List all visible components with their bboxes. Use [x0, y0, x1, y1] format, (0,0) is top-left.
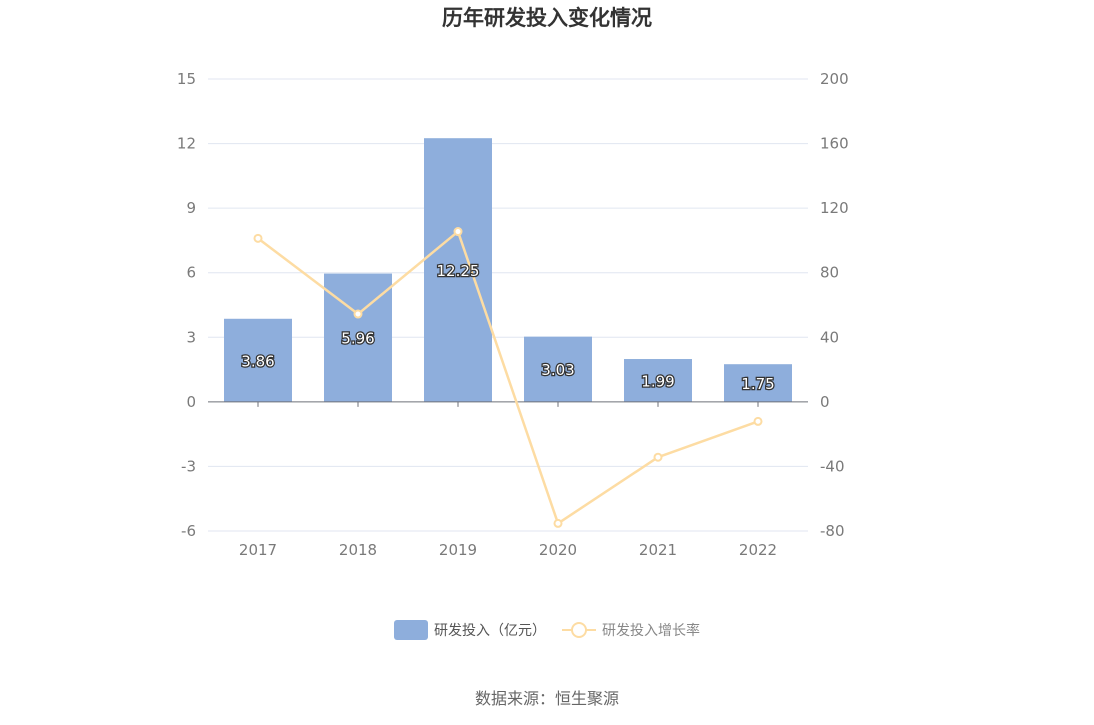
y-left-tick-label: -6 — [181, 522, 196, 540]
y-left-tick-label: 3 — [186, 328, 196, 346]
y-left-tick-label: 15 — [177, 70, 196, 88]
bar-value-label: 1.75 — [741, 375, 774, 393]
y-right-tick-label: -80 — [820, 522, 845, 540]
x-tick-label: 2021 — [639, 541, 677, 559]
y-left-tick-label: -3 — [181, 457, 196, 475]
growth-point-2019 — [453, 227, 463, 237]
bar-2017 — [224, 318, 292, 402]
bar-value-label: 3.03 — [541, 361, 574, 379]
legend-item-bar[interactable]: 研发投入（亿元） — [394, 620, 546, 640]
growth-rate-line — [257, 230, 759, 525]
x-tick-label: 2020 — [539, 541, 577, 559]
legend-bar-label: 研发投入（亿元） — [434, 623, 546, 639]
bar-value-label: 5.96 — [341, 330, 374, 348]
bar-value-label: 12.25 — [437, 262, 480, 280]
chart-title: 历年研发投入变化情况 — [442, 6, 652, 30]
y-left-tick-label: 0 — [186, 393, 196, 411]
legend-line-label: 研发投入增长率 — [602, 623, 700, 639]
legend-line-swatch — [562, 620, 596, 640]
legend-bar-swatch — [394, 620, 428, 640]
y-right-tick-label: 40 — [820, 328, 839, 346]
bar-2020 — [524, 336, 592, 402]
growth-point-2018 — [353, 309, 363, 319]
bar-2019 — [424, 138, 492, 402]
source-text: 数据来源：恒生聚源 — [474, 689, 619, 708]
y-left-tick-label: 12 — [177, 135, 196, 153]
y-right-tick-label: 80 — [820, 264, 839, 282]
x-tick-label: 2018 — [339, 541, 377, 559]
legend-item-line[interactable]: 研发投入增长率 — [562, 620, 700, 640]
bar-value-label: 3.86 — [241, 352, 274, 370]
growth-point-2021 — [653, 452, 663, 462]
growth-point-2017 — [253, 233, 263, 243]
y-right-tick-label: 160 — [820, 135, 849, 153]
y-right-tick-label: 120 — [820, 199, 849, 217]
legend: 研发投入（亿元） 研发投入增长率 — [0, 620, 1094, 640]
y-left-tick-label: 9 — [186, 199, 196, 217]
y-right-tick-label: 200 — [820, 70, 849, 88]
bar-value-label: 1.99 — [641, 372, 674, 390]
growth-point-2020 — [553, 518, 563, 528]
y-right-tick-label: 0 — [820, 393, 830, 411]
bar-2022 — [724, 364, 792, 402]
x-tick-label: 2022 — [739, 541, 777, 559]
y-right-tick-label: -40 — [820, 457, 845, 475]
x-tick-label: 2017 — [239, 541, 277, 559]
y-left-tick-label: 6 — [186, 264, 196, 282]
x-tick-label: 2019 — [439, 541, 477, 559]
bar-2021 — [624, 359, 692, 402]
growth-point-2022 — [753, 416, 763, 426]
